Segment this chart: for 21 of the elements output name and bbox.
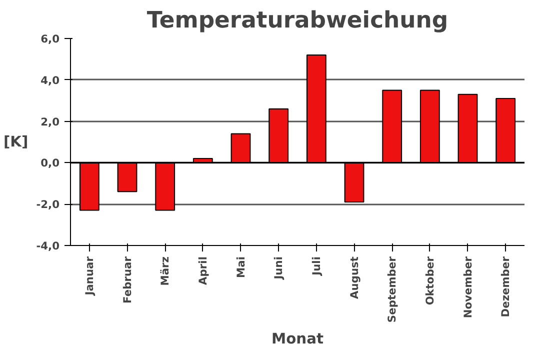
x-tick-label: Juni xyxy=(272,256,286,280)
y-tick-label: 6,0 xyxy=(40,32,60,46)
y-tick-label: -2,0 xyxy=(36,198,60,212)
x-tick-label: Februar xyxy=(120,256,134,304)
x-tick-label: Januar xyxy=(82,256,96,296)
x-tick-label: Oktober xyxy=(423,256,436,306)
chart-title: Temperaturabweichung xyxy=(146,8,448,34)
x-tick-label: März xyxy=(158,256,172,286)
x-tick-label: April xyxy=(196,256,210,285)
x-tick-label: Dezember xyxy=(499,256,512,318)
x-tick-label: September xyxy=(386,256,399,323)
x-tick-label: August xyxy=(348,256,361,299)
x-axis-title: Monat xyxy=(272,330,324,348)
y-tick-label: 2,0 xyxy=(40,115,60,128)
y-axis-title: [K] xyxy=(3,134,28,150)
x-tick-label: Mai xyxy=(234,256,248,278)
x-tick-label: November xyxy=(461,256,474,318)
y-tick-label: -4,0 xyxy=(36,240,60,252)
y-tick-label: 4,0 xyxy=(40,74,60,87)
x-tick-label: Juli xyxy=(310,256,323,276)
y-tick-label: 0,0 xyxy=(40,156,60,170)
